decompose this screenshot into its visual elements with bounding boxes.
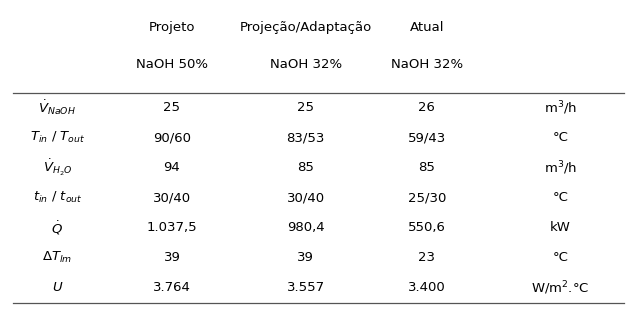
- Text: m$^3$/h: m$^3$/h: [544, 159, 577, 176]
- Text: 3.400: 3.400: [408, 281, 446, 294]
- Text: 26: 26: [419, 101, 435, 114]
- Text: °C: °C: [553, 131, 568, 144]
- Text: $\dot{Q}$: $\dot{Q}$: [52, 219, 63, 237]
- Text: 980,4: 980,4: [287, 221, 325, 234]
- Text: m$^3$/h: m$^3$/h: [544, 99, 577, 116]
- Text: 85: 85: [419, 161, 435, 174]
- Text: 85: 85: [297, 161, 314, 174]
- Text: W/m$^2$.°C: W/m$^2$.°C: [531, 279, 590, 297]
- Text: $t_{in}$ / $t_{out}$: $t_{in}$ / $t_{out}$: [32, 190, 82, 205]
- Text: NaOH 50%: NaOH 50%: [136, 58, 208, 71]
- Text: $\Delta T_{lm}$: $\Delta T_{lm}$: [42, 250, 73, 265]
- Text: 39: 39: [297, 251, 314, 264]
- Text: 25: 25: [297, 101, 314, 114]
- Text: Projeto: Projeto: [149, 21, 195, 34]
- Text: °C: °C: [553, 251, 568, 264]
- Text: 25/30: 25/30: [408, 191, 446, 204]
- Text: Atual: Atual: [410, 21, 444, 34]
- Text: 25: 25: [164, 101, 180, 114]
- Text: 550,6: 550,6: [408, 221, 446, 234]
- Text: 90/60: 90/60: [153, 131, 191, 144]
- Text: 59/43: 59/43: [408, 131, 446, 144]
- Text: $U$: $U$: [52, 281, 63, 294]
- Text: $\dot{V}_{H_2O}$: $\dot{V}_{H_2O}$: [43, 158, 72, 178]
- Text: 30/40: 30/40: [153, 191, 191, 204]
- Text: 39: 39: [164, 251, 180, 264]
- Text: 3.557: 3.557: [287, 281, 325, 294]
- Text: 3.764: 3.764: [153, 281, 191, 294]
- Text: 1.037,5: 1.037,5: [147, 221, 197, 234]
- Text: 30/40: 30/40: [287, 191, 325, 204]
- Text: 83/53: 83/53: [287, 131, 325, 144]
- Text: $\dot{V}_{NaOH}$: $\dot{V}_{NaOH}$: [38, 98, 76, 117]
- Text: NaOH 32%: NaOH 32%: [269, 58, 342, 71]
- Text: $T_{in}$ / $T_{out}$: $T_{in}$ / $T_{out}$: [30, 130, 85, 145]
- Text: 23: 23: [419, 251, 435, 264]
- Text: Projeção/Adaptação: Projeção/Adaptação: [240, 21, 372, 34]
- Text: kW: kW: [550, 221, 571, 234]
- Text: °C: °C: [553, 191, 568, 204]
- Text: NaOH 32%: NaOH 32%: [390, 58, 463, 71]
- Text: 94: 94: [164, 161, 180, 174]
